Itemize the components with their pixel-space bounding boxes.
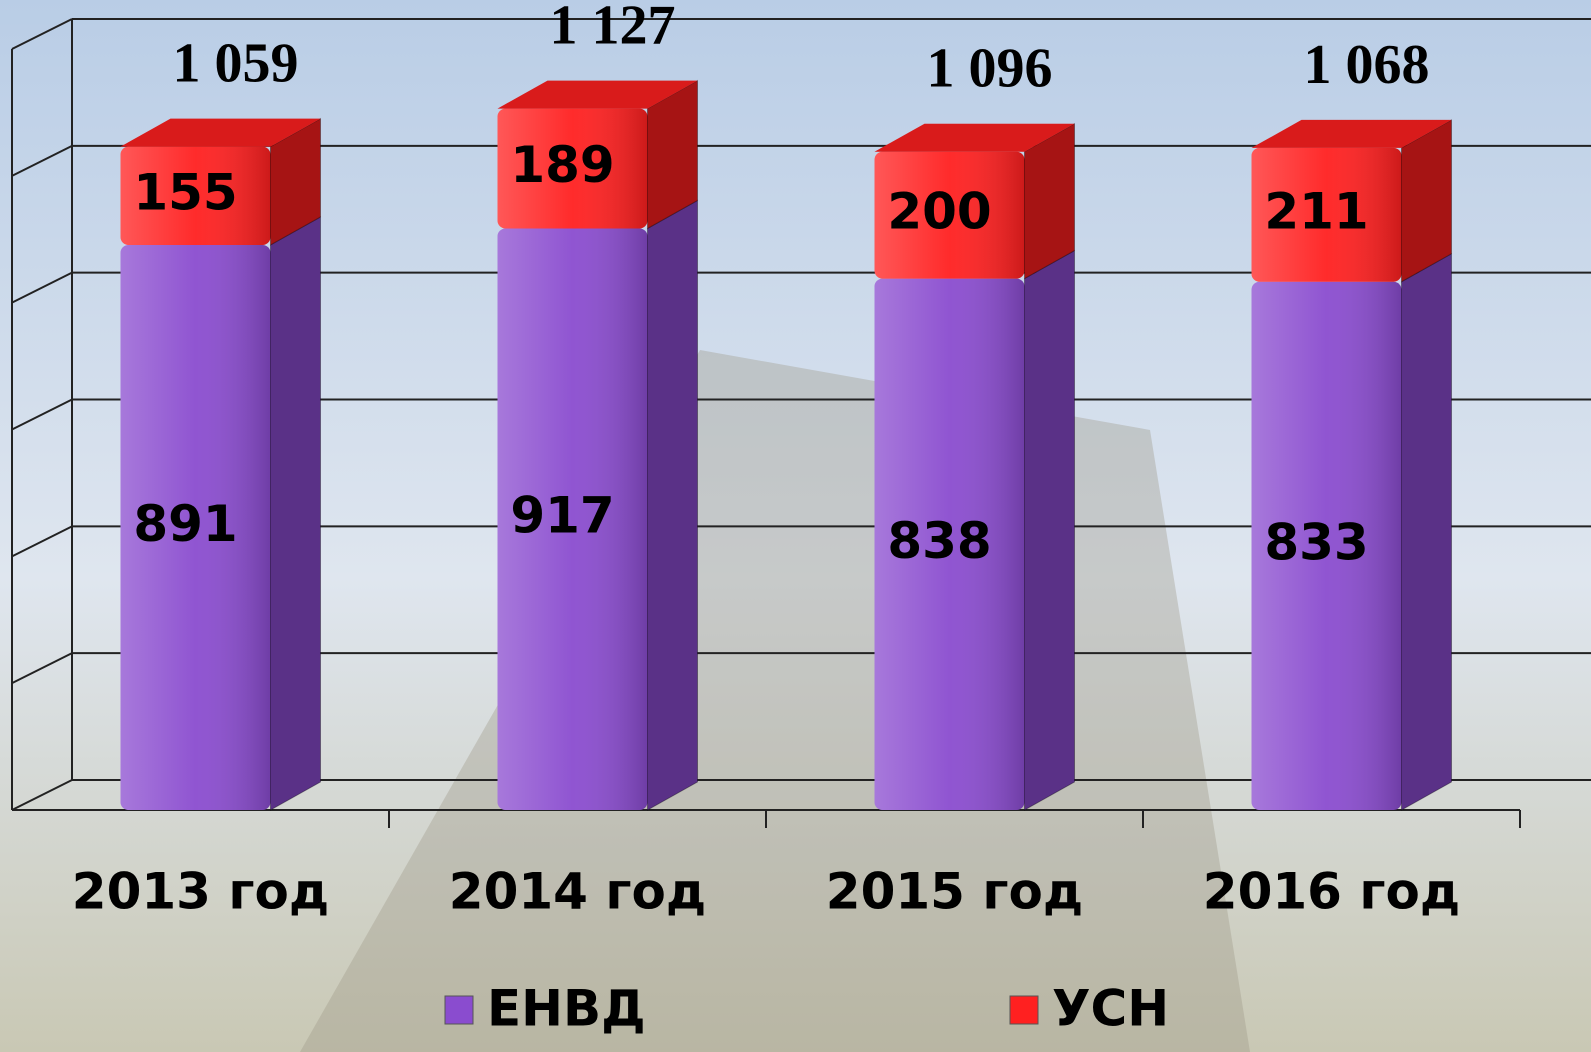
bar-side-shade [1025,251,1075,810]
legend-swatch [1010,996,1038,1024]
bar-side-shade [648,200,698,810]
legend-label: ЕНВД [487,980,646,1038]
value-label: 891 [133,495,237,553]
x-tick-label: 2015 год [826,863,1083,921]
chart: 2013 год 891 155 1 059 2014 год 917 189 1 127 20… [0,0,1591,1052]
value-label: 155 [133,163,237,221]
total-label: 1 127 [550,0,676,56]
value-label: 189 [510,136,614,194]
value-label: 833 [1264,513,1368,571]
bar-side-shade [271,217,321,810]
bar-side-shade [1402,120,1452,282]
x-tick-label: 2013 год [72,863,329,921]
total-label: 1 096 [927,38,1053,100]
x-tick-label: 2016 год [1203,863,1460,921]
legend-label: УСН [1052,980,1169,1038]
x-tick-label: 2014 год [449,863,706,921]
value-label: 211 [1264,182,1368,240]
total-label: 1 068 [1304,34,1430,96]
value-label: 200 [887,183,991,241]
value-label: 917 [510,487,614,545]
legend-swatch [445,996,473,1024]
bar-side-shade [1402,254,1452,810]
total-label: 1 059 [173,33,299,95]
value-label: 838 [887,512,991,570]
